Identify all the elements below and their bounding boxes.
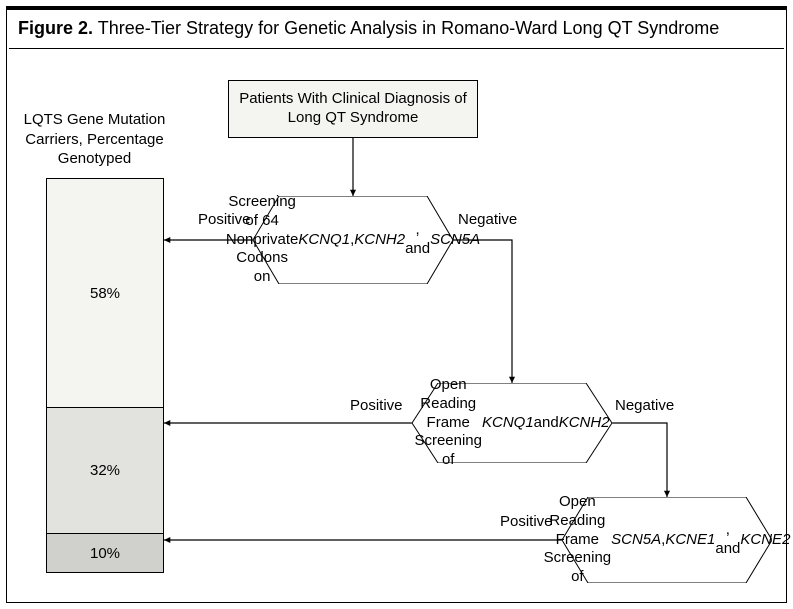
edges-layer [0, 0, 793, 609]
edge-label: Positive [198, 211, 251, 228]
edge-label: Negative [615, 397, 674, 414]
edge-label: Positive [500, 513, 553, 530]
figure-root: Figure 2. Three-Tier Strategy for Geneti… [0, 0, 793, 609]
edge-label: Negative [458, 211, 517, 228]
edge-label: Positive [350, 397, 403, 414]
